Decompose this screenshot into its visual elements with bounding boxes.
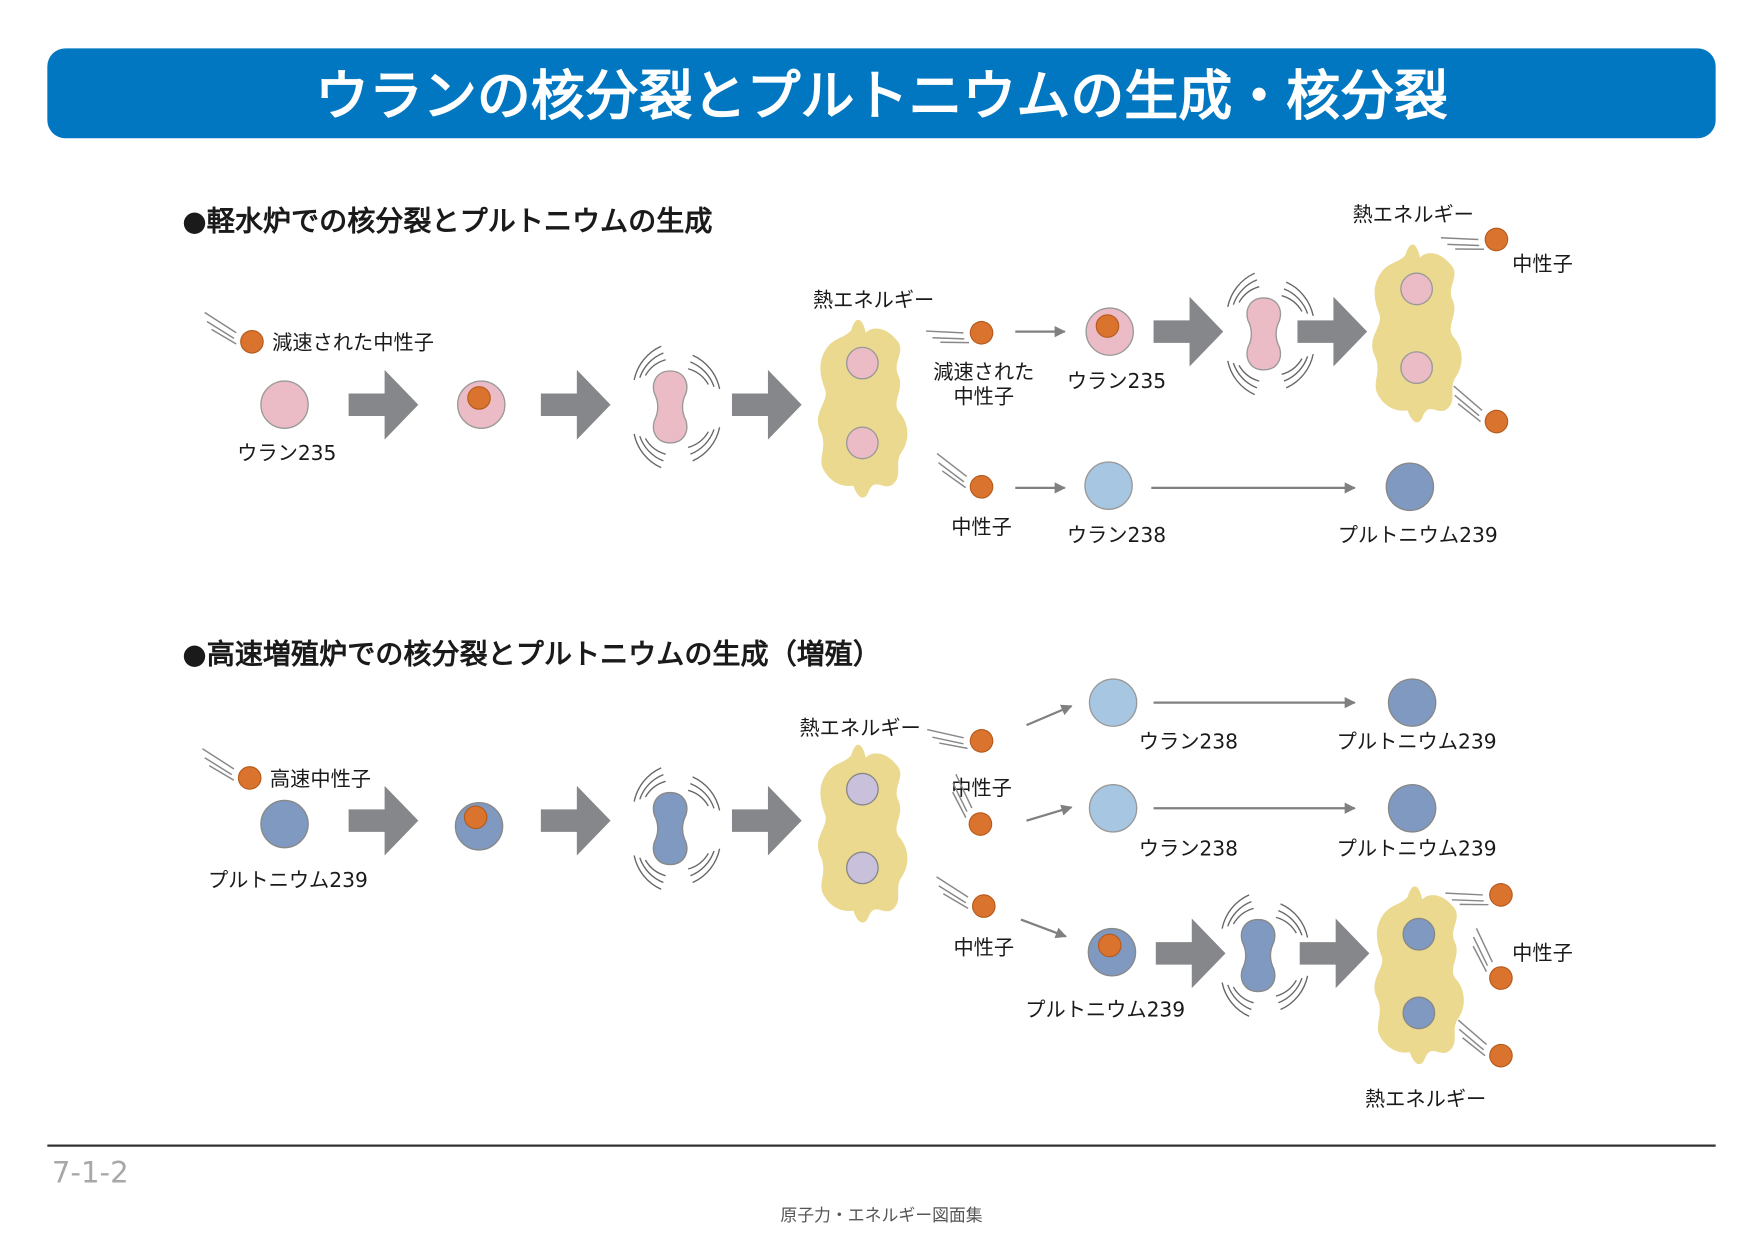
heat-energy-burst: [1372, 244, 1462, 423]
arrow-icon: [540, 369, 611, 440]
splitting-nucleus: [633, 767, 721, 890]
label-u238: ウラン238: [1067, 523, 1166, 547]
small-arrow-icon: [1026, 804, 1073, 822]
pu239-absorbing-neutron: [1087, 927, 1137, 977]
section-heading-fbr: ●高速増殖炉での核分裂とプルトニウムの生成（増殖）: [182, 637, 881, 670]
plutonium-239-nucleus: [1385, 462, 1435, 512]
neutron: [938, 773, 993, 836]
title-bar: [47, 48, 1716, 139]
label-neutron-1: 中性子: [951, 776, 1012, 800]
page-number: 7-1-2: [52, 1156, 129, 1190]
plutonium-239-nucleus: [1387, 678, 1437, 727]
plutonium-239-nucleus: [1387, 784, 1437, 833]
label-u235: ウラン235: [237, 441, 336, 465]
u235-absorbing-neutron: [1085, 307, 1134, 356]
emitted-neutron: [1453, 1019, 1513, 1068]
label-neutron: 中性子: [951, 515, 1012, 539]
slow-neutron: [925, 314, 994, 360]
label-neutron-out: 中性子: [1512, 941, 1573, 965]
label-pu239: プルトニウム239: [1338, 523, 1498, 547]
arrow-icon: [1155, 918, 1226, 989]
emitted-neutron: [1458, 927, 1513, 990]
arrow-icon: [1297, 296, 1368, 367]
uranium-238-nucleus: [1088, 678, 1138, 727]
fast-neutron: [201, 747, 262, 790]
neutron: [933, 452, 994, 499]
small-arrow-icon: [1026, 704, 1073, 727]
heat-energy-burst: [817, 319, 908, 498]
arrow-icon: [731, 369, 802, 440]
emitted-neutron: [1448, 385, 1509, 434]
label-heat-energy: 熱エネルギー: [813, 288, 934, 312]
uranium-235-nucleus: [260, 380, 309, 429]
label-u235-b: ウラン235: [1067, 369, 1166, 393]
label-pu239-3: プルトニウム239: [1025, 997, 1185, 1021]
neutron: [926, 718, 994, 760]
emitted-neutron: [1440, 221, 1509, 266]
arrow-icon: [540, 785, 611, 856]
label-u238-1: ウラン238: [1139, 730, 1238, 754]
splitting-nucleus: [1221, 894, 1309, 1017]
label-slow-neutron: 減速された中性子: [272, 331, 434, 355]
label-neutron-3: 中性子: [953, 935, 1014, 959]
arrow-icon: [731, 785, 802, 856]
emitted-neutron: [1444, 876, 1513, 922]
label-slow-neutron-a: 減速された: [933, 360, 1034, 384]
u235-absorbing-neutron: [456, 380, 506, 429]
heat-energy-burst: [1374, 886, 1464, 1065]
uranium-238-nucleus: [1084, 461, 1133, 510]
label-pu239-1: プルトニウム239: [1337, 730, 1497, 754]
heat-energy-burst: [817, 744, 908, 923]
plutonium-239-nucleus: [260, 799, 309, 849]
neutron: [935, 876, 996, 918]
label-pu239-2: プルトニウム239: [1337, 837, 1497, 861]
arrow-icon: [1299, 918, 1370, 989]
pu239-absorbing-neutron: [454, 802, 504, 851]
arrow-icon: [348, 785, 419, 856]
label-heat-energy-2: 熱エネルギー: [1365, 1087, 1486, 1111]
label-heat-energy: 熱エネルギー: [799, 716, 920, 740]
small-arrow-icon: [1020, 918, 1067, 939]
label-fast-neutron: 高速中性子: [270, 767, 371, 791]
uranium-238-nucleus: [1088, 784, 1138, 833]
splitting-nucleus: [633, 345, 721, 469]
label-heat-energy-2: 熱エネルギー: [1353, 202, 1474, 226]
footer-text: 原子力・エネルギー図面集: [780, 1205, 982, 1225]
arrow-icon: [1153, 296, 1224, 367]
label-pu239: プルトニウム239: [208, 868, 368, 892]
slow-neutron: [203, 311, 264, 354]
label-neutron-out: 中性子: [1512, 252, 1573, 276]
label-slow-neutron-b: 中性子: [953, 385, 1014, 409]
label-u238-2: ウラン238: [1139, 837, 1238, 861]
arrow-icon: [348, 369, 419, 440]
section-heading-lwr: ●軽水炉での核分裂とプルトニウムの生成: [182, 204, 712, 237]
page-title: ウランの核分裂とプルトニウムの生成・核分裂: [315, 65, 1448, 128]
